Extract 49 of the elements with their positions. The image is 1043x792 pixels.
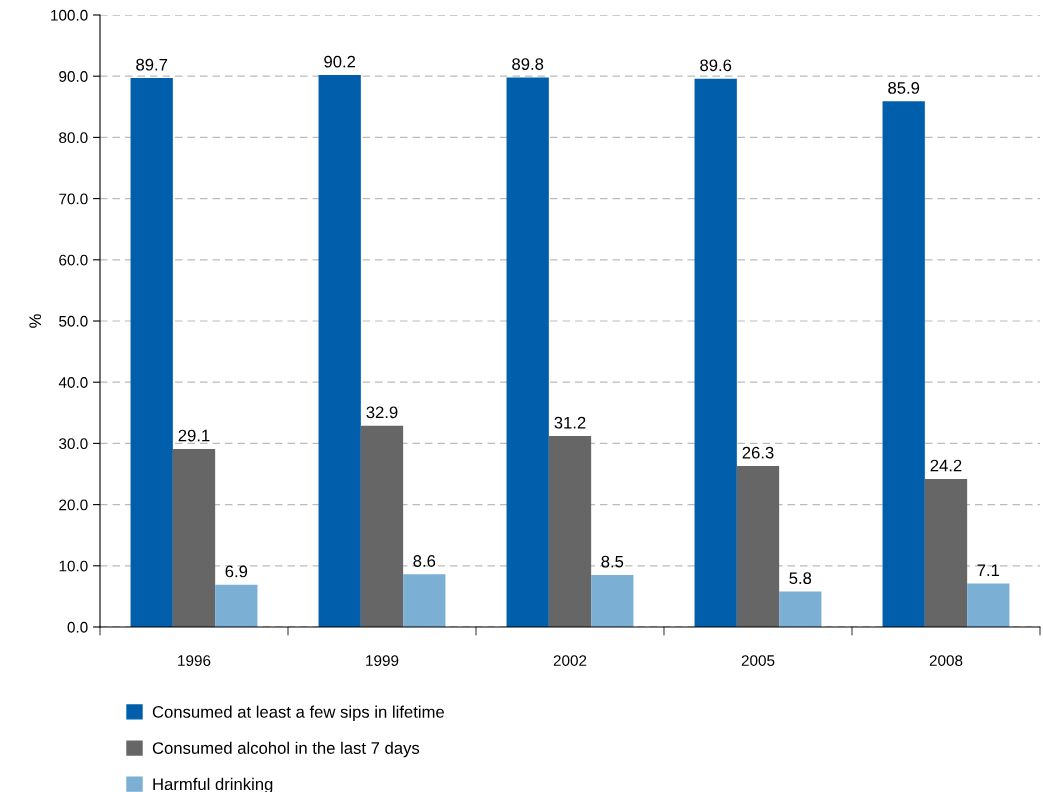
data-label: 26.3 — [742, 446, 774, 459]
bar — [506, 77, 549, 627]
data-label: 5.8 — [789, 572, 812, 585]
bar — [403, 574, 446, 627]
y-tick-label: 20.0 — [59, 499, 88, 511]
x-tick-label: 2005 — [741, 655, 775, 666]
bar — [591, 574, 634, 627]
bar — [967, 583, 1010, 627]
legend-label: Consumed at least a few sips in lifetime — [152, 705, 444, 722]
data-label: 85.9 — [888, 82, 920, 94]
bar — [360, 425, 404, 627]
bar — [924, 478, 968, 627]
bar — [130, 78, 173, 627]
data-label: 24.2 — [930, 459, 962, 472]
bar — [736, 466, 780, 627]
y-tick-label: 50.0 — [59, 315, 88, 327]
bar — [548, 436, 592, 627]
y-tick-label: 60.0 — [59, 254, 88, 266]
y-tick-label: 40.0 — [58, 377, 88, 388]
y-tick-label: 10.0 — [59, 560, 88, 572]
y-tick-label: 70.0 — [59, 193, 88, 205]
data-label: 89.8 — [512, 58, 544, 70]
data-label: 32.9 — [366, 406, 398, 419]
y-tick-label: 80.0 — [59, 132, 88, 144]
y-tick-label: 30.0 — [59, 438, 88, 450]
bar — [779, 591, 822, 627]
x-tick-label: 1999 — [366, 655, 399, 666]
data-label: 90.2 — [324, 55, 356, 68]
y-tick-label: 90.0 — [59, 71, 88, 82]
y-tick-label: 0.0 — [67, 621, 88, 633]
bar — [882, 101, 925, 627]
bar — [215, 584, 258, 627]
data-label: 8.6 — [413, 555, 436, 567]
data-label: 8.5 — [601, 555, 624, 568]
data-label: 6.9 — [225, 565, 248, 578]
y-axis-title: % — [29, 314, 42, 328]
data-label: 31.2 — [554, 416, 586, 429]
bar — [318, 74, 361, 627]
data-label: 7.1 — [977, 564, 1000, 576]
bar — [694, 78, 737, 627]
bar — [172, 448, 216, 627]
data-label: 89.7 — [136, 58, 168, 71]
x-tick-label: 2008 — [929, 655, 963, 666]
data-label: 29.1 — [178, 429, 210, 442]
y-tick-label: 100.0 — [51, 9, 88, 21]
x-tick-label: 1996 — [178, 655, 211, 666]
data-label: 89.6 — [700, 59, 732, 72]
legend-label: Consumed alcohol in the last 7 days — [152, 741, 420, 758]
x-tick-label: 2002 — [553, 655, 587, 666]
